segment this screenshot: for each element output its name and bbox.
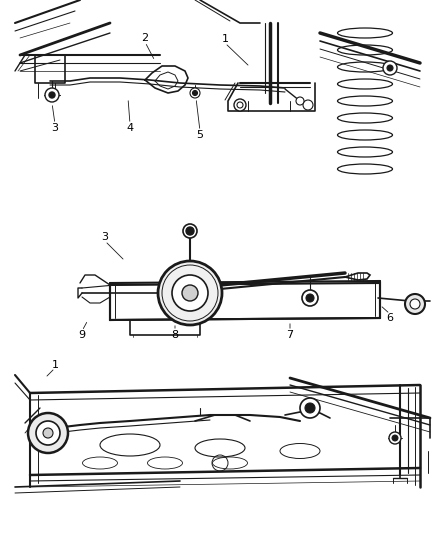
Circle shape bbox=[300, 398, 320, 418]
Text: 3: 3 bbox=[102, 232, 109, 242]
Circle shape bbox=[36, 421, 60, 445]
Circle shape bbox=[306, 294, 314, 302]
Text: 3: 3 bbox=[52, 123, 59, 133]
Circle shape bbox=[387, 65, 393, 71]
Circle shape bbox=[186, 227, 194, 235]
Text: 8: 8 bbox=[171, 330, 179, 340]
Circle shape bbox=[28, 413, 68, 453]
Circle shape bbox=[183, 224, 197, 238]
Circle shape bbox=[303, 100, 313, 110]
Text: 2: 2 bbox=[141, 33, 148, 43]
Text: 5: 5 bbox=[197, 130, 204, 140]
Text: 4: 4 bbox=[127, 123, 134, 133]
Circle shape bbox=[172, 275, 208, 311]
Text: 7: 7 bbox=[286, 330, 293, 340]
Circle shape bbox=[383, 61, 397, 75]
Circle shape bbox=[296, 97, 304, 105]
Text: 1: 1 bbox=[222, 34, 229, 44]
Circle shape bbox=[389, 432, 401, 444]
Circle shape bbox=[410, 299, 420, 309]
Text: 6: 6 bbox=[386, 313, 393, 323]
Circle shape bbox=[237, 102, 243, 108]
Circle shape bbox=[158, 261, 222, 325]
Circle shape bbox=[302, 290, 318, 306]
Text: 1: 1 bbox=[52, 360, 59, 370]
Circle shape bbox=[190, 88, 200, 98]
Circle shape bbox=[49, 92, 55, 98]
Circle shape bbox=[234, 99, 246, 111]
Circle shape bbox=[43, 428, 53, 438]
Circle shape bbox=[305, 403, 315, 413]
Circle shape bbox=[392, 435, 398, 441]
Circle shape bbox=[192, 91, 198, 95]
Circle shape bbox=[405, 294, 425, 314]
Circle shape bbox=[182, 285, 198, 301]
Text: 9: 9 bbox=[78, 330, 85, 340]
Circle shape bbox=[45, 88, 59, 102]
